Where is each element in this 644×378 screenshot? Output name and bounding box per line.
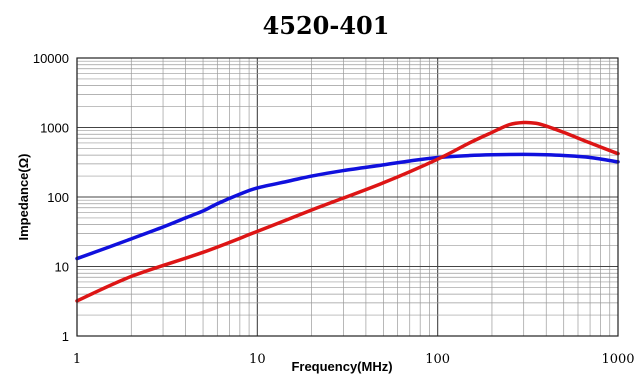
y-tick-label: 1000 (40, 121, 69, 136)
plot-frame (76, 57, 619, 337)
x-axis-label: Frequency(MHz) (291, 359, 392, 374)
y-tick-label: 100 (47, 190, 69, 205)
grid-lines (76, 58, 618, 337)
red-series-line (75, 120, 620, 303)
x-tick-label: 1000 (601, 352, 634, 367)
y-axis-label: Impedance(Ω) (16, 154, 31, 241)
y-tick-label: 10000 (33, 51, 69, 66)
x-tick-label: 100 (425, 352, 450, 367)
y-tick-label: 1 (62, 329, 69, 344)
data-series (75, 120, 620, 303)
tick-labels: 1 10 100 1000 1 10 100 1000 10000 (33, 51, 635, 367)
x-tick-label: 10 (249, 352, 266, 367)
y-tick-label: 10 (55, 260, 69, 275)
chart-title: 4520-401 (263, 11, 390, 40)
x-tick-label: 1 (73, 352, 81, 367)
blue-series-line (75, 152, 620, 261)
